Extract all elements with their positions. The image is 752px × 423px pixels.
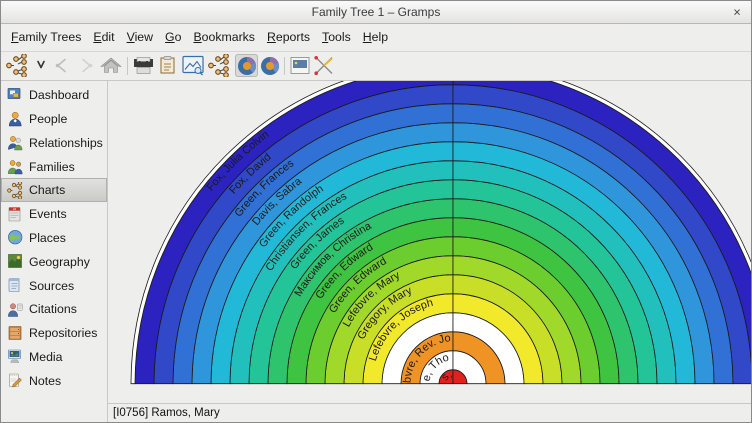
svg-text:24: 24	[13, 207, 17, 211]
